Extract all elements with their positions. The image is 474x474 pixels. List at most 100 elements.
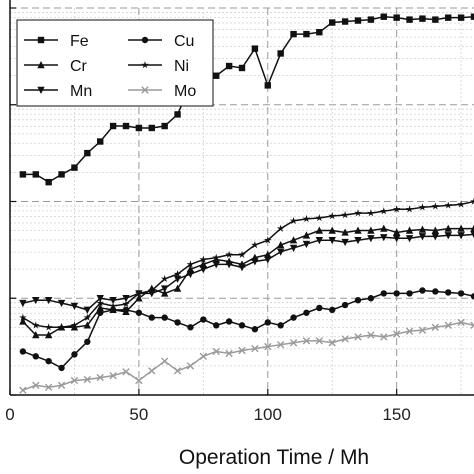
- x-tick-label: 150: [382, 405, 410, 424]
- data-point: [225, 318, 233, 325]
- data-point: [393, 290, 400, 297]
- data-point: [135, 376, 143, 385]
- data-point: [392, 235, 401, 243]
- data-point: [341, 238, 349, 247]
- data-point: [58, 364, 65, 372]
- x-tick-label: 50: [129, 405, 148, 424]
- data-point: [303, 30, 310, 38]
- data-point: [19, 317, 27, 325]
- data-point: [380, 290, 387, 297]
- data-point: [199, 260, 208, 268]
- data-point: [44, 331, 53, 339]
- data-point: [161, 122, 168, 130]
- data-point: [432, 288, 439, 295]
- data-point: [238, 346, 246, 355]
- data-point: [354, 17, 362, 24]
- data-point: [37, 36, 45, 44]
- data-point: [57, 323, 66, 331]
- data-point: [470, 13, 474, 20]
- data-point: [303, 309, 310, 316]
- data-point: [186, 362, 195, 370]
- data-point: [380, 224, 388, 232]
- data-point: [315, 226, 324, 234]
- data-point: [277, 50, 284, 57]
- data-point: [147, 286, 156, 294]
- data-point: [135, 294, 143, 302]
- data-point: [200, 316, 207, 323]
- data-point: [379, 207, 388, 215]
- data-point: [328, 237, 336, 245]
- data-point: [141, 61, 149, 69]
- data-point: [341, 228, 349, 236]
- data-point: [83, 375, 92, 384]
- legend-item-mo: Mo: [128, 83, 196, 100]
- data-point: [70, 376, 79, 385]
- data-point: [290, 30, 297, 38]
- data-point: [238, 64, 246, 72]
- data-point: [37, 61, 45, 69]
- data-point: [37, 86, 45, 94]
- data-point: [289, 244, 298, 252]
- data-point: [174, 319, 181, 326]
- data-point: [45, 357, 52, 365]
- data-point: [84, 338, 91, 345]
- data-point: [212, 255, 220, 263]
- data-point: [109, 296, 117, 305]
- series-ni: [19, 197, 474, 331]
- series-cr: [19, 224, 474, 339]
- legend-item-mn: Mn: [24, 83, 92, 100]
- data-point: [109, 305, 117, 314]
- data-point: [392, 228, 401, 236]
- data-point: [367, 209, 375, 217]
- data-point: [445, 289, 452, 296]
- data-point: [302, 240, 311, 249]
- data-point: [302, 214, 311, 223]
- data-point: [160, 289, 169, 297]
- legend-item-cu: Cu: [128, 33, 194, 50]
- legend-item-cr: Cr: [24, 58, 88, 75]
- data-point: [457, 224, 465, 232]
- data-point: [470, 197, 474, 205]
- data-point: [225, 349, 233, 358]
- data-point: [160, 274, 169, 283]
- data-point: [329, 306, 336, 314]
- data-point: [367, 235, 375, 243]
- data-point: [367, 331, 375, 339]
- data-point: [470, 321, 474, 330]
- data-point: [148, 124, 155, 132]
- data-point: [19, 348, 27, 355]
- data-point: [44, 296, 53, 305]
- data-point: [289, 339, 298, 347]
- data-point: [405, 327, 414, 335]
- data-point: [277, 322, 284, 329]
- data-point: [212, 253, 221, 261]
- data-point: [328, 212, 337, 220]
- data-point: [290, 314, 297, 321]
- data-point: [84, 149, 91, 157]
- data-point: [148, 367, 156, 375]
- data-point: [431, 202, 440, 210]
- series-line: [22, 321, 474, 391]
- data-point: [470, 224, 474, 232]
- data-point: [367, 226, 375, 234]
- data-point: [57, 299, 66, 308]
- data-point: [406, 16, 413, 23]
- data-point: [19, 313, 27, 321]
- data-point: [405, 205, 414, 213]
- legend: Fe Cu Cr Ni Mn Mo: [16, 19, 214, 107]
- data-point: [44, 323, 53, 331]
- data-point: [264, 256, 272, 264]
- data-point: [70, 323, 79, 331]
- data-point: [315, 337, 324, 345]
- data-point: [174, 111, 181, 118]
- data-point: [173, 367, 182, 375]
- data-point: [32, 331, 40, 339]
- data-point: [161, 314, 168, 321]
- series-line: [22, 233, 474, 311]
- data-point: [444, 201, 453, 209]
- data-point: [199, 266, 208, 274]
- data-point: [32, 381, 40, 390]
- data-point: [96, 295, 104, 303]
- data-point: [380, 13, 387, 20]
- legend-label: Mn: [70, 83, 92, 100]
